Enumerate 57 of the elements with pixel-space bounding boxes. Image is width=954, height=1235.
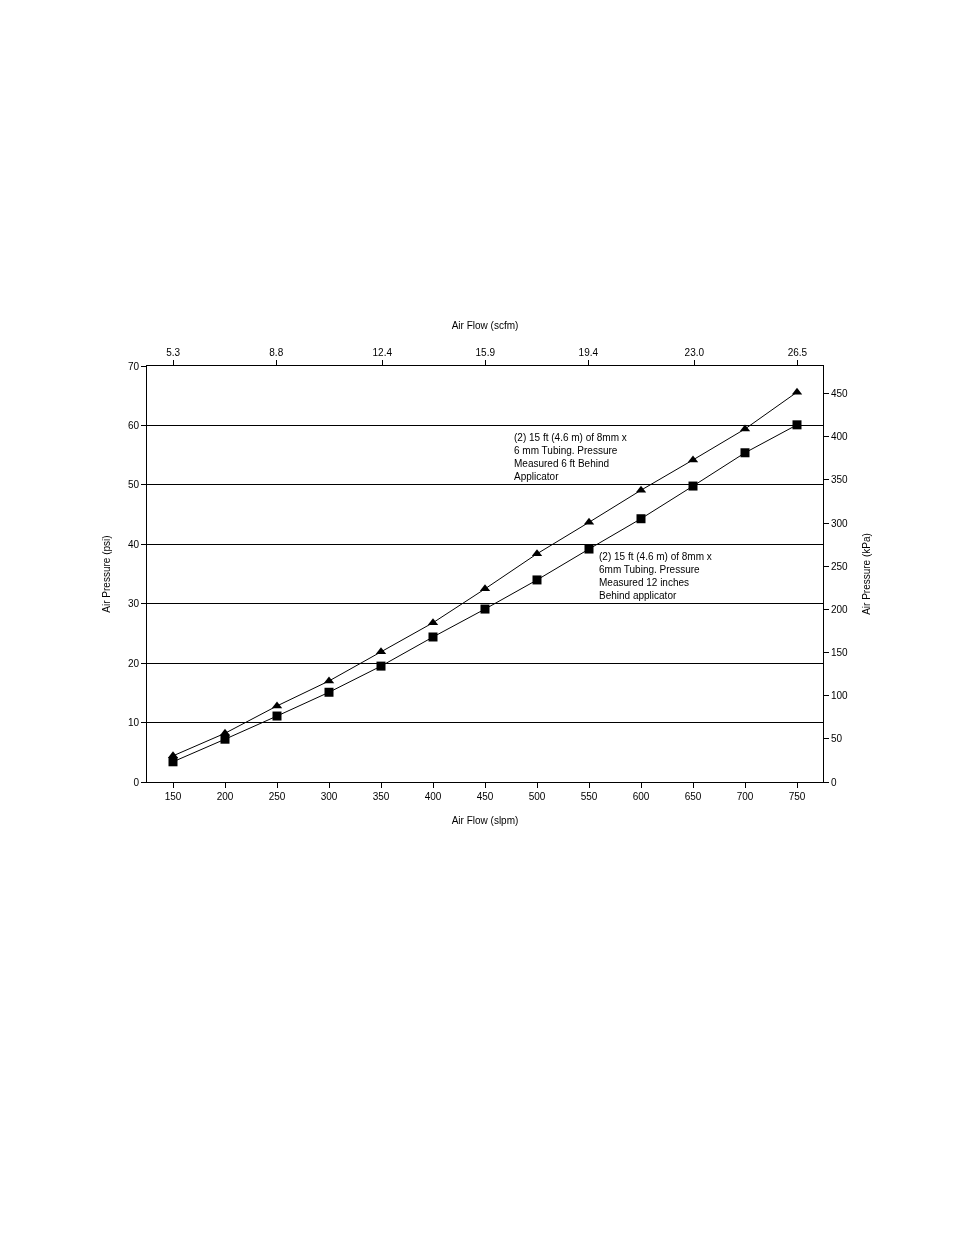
x-tick-label: 150 bbox=[164, 791, 182, 802]
y2-tick-label: 250 bbox=[831, 560, 849, 572]
point bbox=[168, 757, 178, 767]
point bbox=[324, 687, 334, 697]
y2-tick-label: 450 bbox=[831, 388, 849, 400]
x2-tick-label: 26.5 bbox=[787, 347, 808, 358]
x-axis-title: Air Flow (slpm) bbox=[451, 814, 519, 826]
x2-tick-label: 5.3 bbox=[166, 347, 181, 358]
point bbox=[584, 544, 594, 554]
point bbox=[792, 420, 802, 430]
y-tick-label: 50 bbox=[127, 479, 140, 491]
x-tick-label: 650 bbox=[684, 791, 702, 802]
point bbox=[480, 604, 490, 614]
y-tick-label: 10 bbox=[127, 717, 140, 729]
x-tick-label: 350 bbox=[372, 791, 390, 802]
y2-tick-label: 150 bbox=[831, 647, 849, 659]
point bbox=[636, 514, 646, 524]
y-tick-label: 70 bbox=[127, 360, 140, 372]
point bbox=[532, 575, 542, 585]
point bbox=[740, 448, 750, 458]
x2-tick-label: 12.4 bbox=[372, 347, 393, 358]
x-tick-label: 600 bbox=[632, 791, 650, 802]
point bbox=[428, 632, 438, 642]
y2-tick-label: 50 bbox=[831, 733, 843, 745]
x2-tick-label: 19.4 bbox=[578, 347, 599, 358]
x-tick-label: 500 bbox=[528, 791, 546, 802]
point bbox=[688, 481, 698, 491]
x2-tick-label: 23.0 bbox=[684, 347, 705, 358]
x2-tick-label: 8.8 bbox=[269, 347, 284, 358]
annotation: (2) 15 ft (4.6 m) of 8mm x 6mm Tubing. Pressure Measured 12 inches Behind applicator bbox=[599, 551, 712, 601]
point bbox=[376, 661, 386, 671]
point bbox=[220, 734, 230, 744]
y2-axis-title: Air Pressure (kPa) bbox=[860, 533, 872, 615]
x-tick-label: 400 bbox=[424, 791, 442, 802]
y-tick-label: 20 bbox=[127, 657, 140, 669]
x-tick-label: 250 bbox=[268, 791, 286, 802]
x-tick-label: 300 bbox=[320, 791, 338, 802]
y-axis-title: Air Pressure (psi) bbox=[100, 535, 112, 613]
y2-tick-label: 100 bbox=[831, 690, 849, 702]
x2-axis-title: Air Flow (scfm) bbox=[451, 320, 519, 331]
x2-tick-label: 15.9 bbox=[475, 347, 496, 358]
y2-tick-label: 0 bbox=[831, 776, 837, 788]
x-tick-label: 550 bbox=[580, 791, 598, 802]
y2-tick-label: 400 bbox=[831, 431, 849, 443]
y-tick-label: 0 bbox=[133, 776, 140, 788]
y-tick-label: 30 bbox=[127, 598, 140, 610]
y2-tick-label: 300 bbox=[831, 517, 849, 529]
x-tick-label: 700 bbox=[736, 791, 754, 802]
point bbox=[272, 711, 282, 721]
x-tick-label: 450 bbox=[476, 791, 494, 802]
x-tick-label: 750 bbox=[788, 791, 806, 802]
y-tick-label: 60 bbox=[127, 419, 140, 431]
y2-tick-label: 200 bbox=[831, 603, 849, 615]
y2-tick-label: 350 bbox=[831, 474, 849, 486]
x-tick-label: 200 bbox=[216, 791, 234, 802]
annotation: (2) 15 ft (4.6 m) of 8mm x 6 mm Tubing. Pressure Measured 6 ft Behind Applicator bbox=[514, 432, 627, 482]
y-tick-label: 40 bbox=[127, 538, 140, 550]
